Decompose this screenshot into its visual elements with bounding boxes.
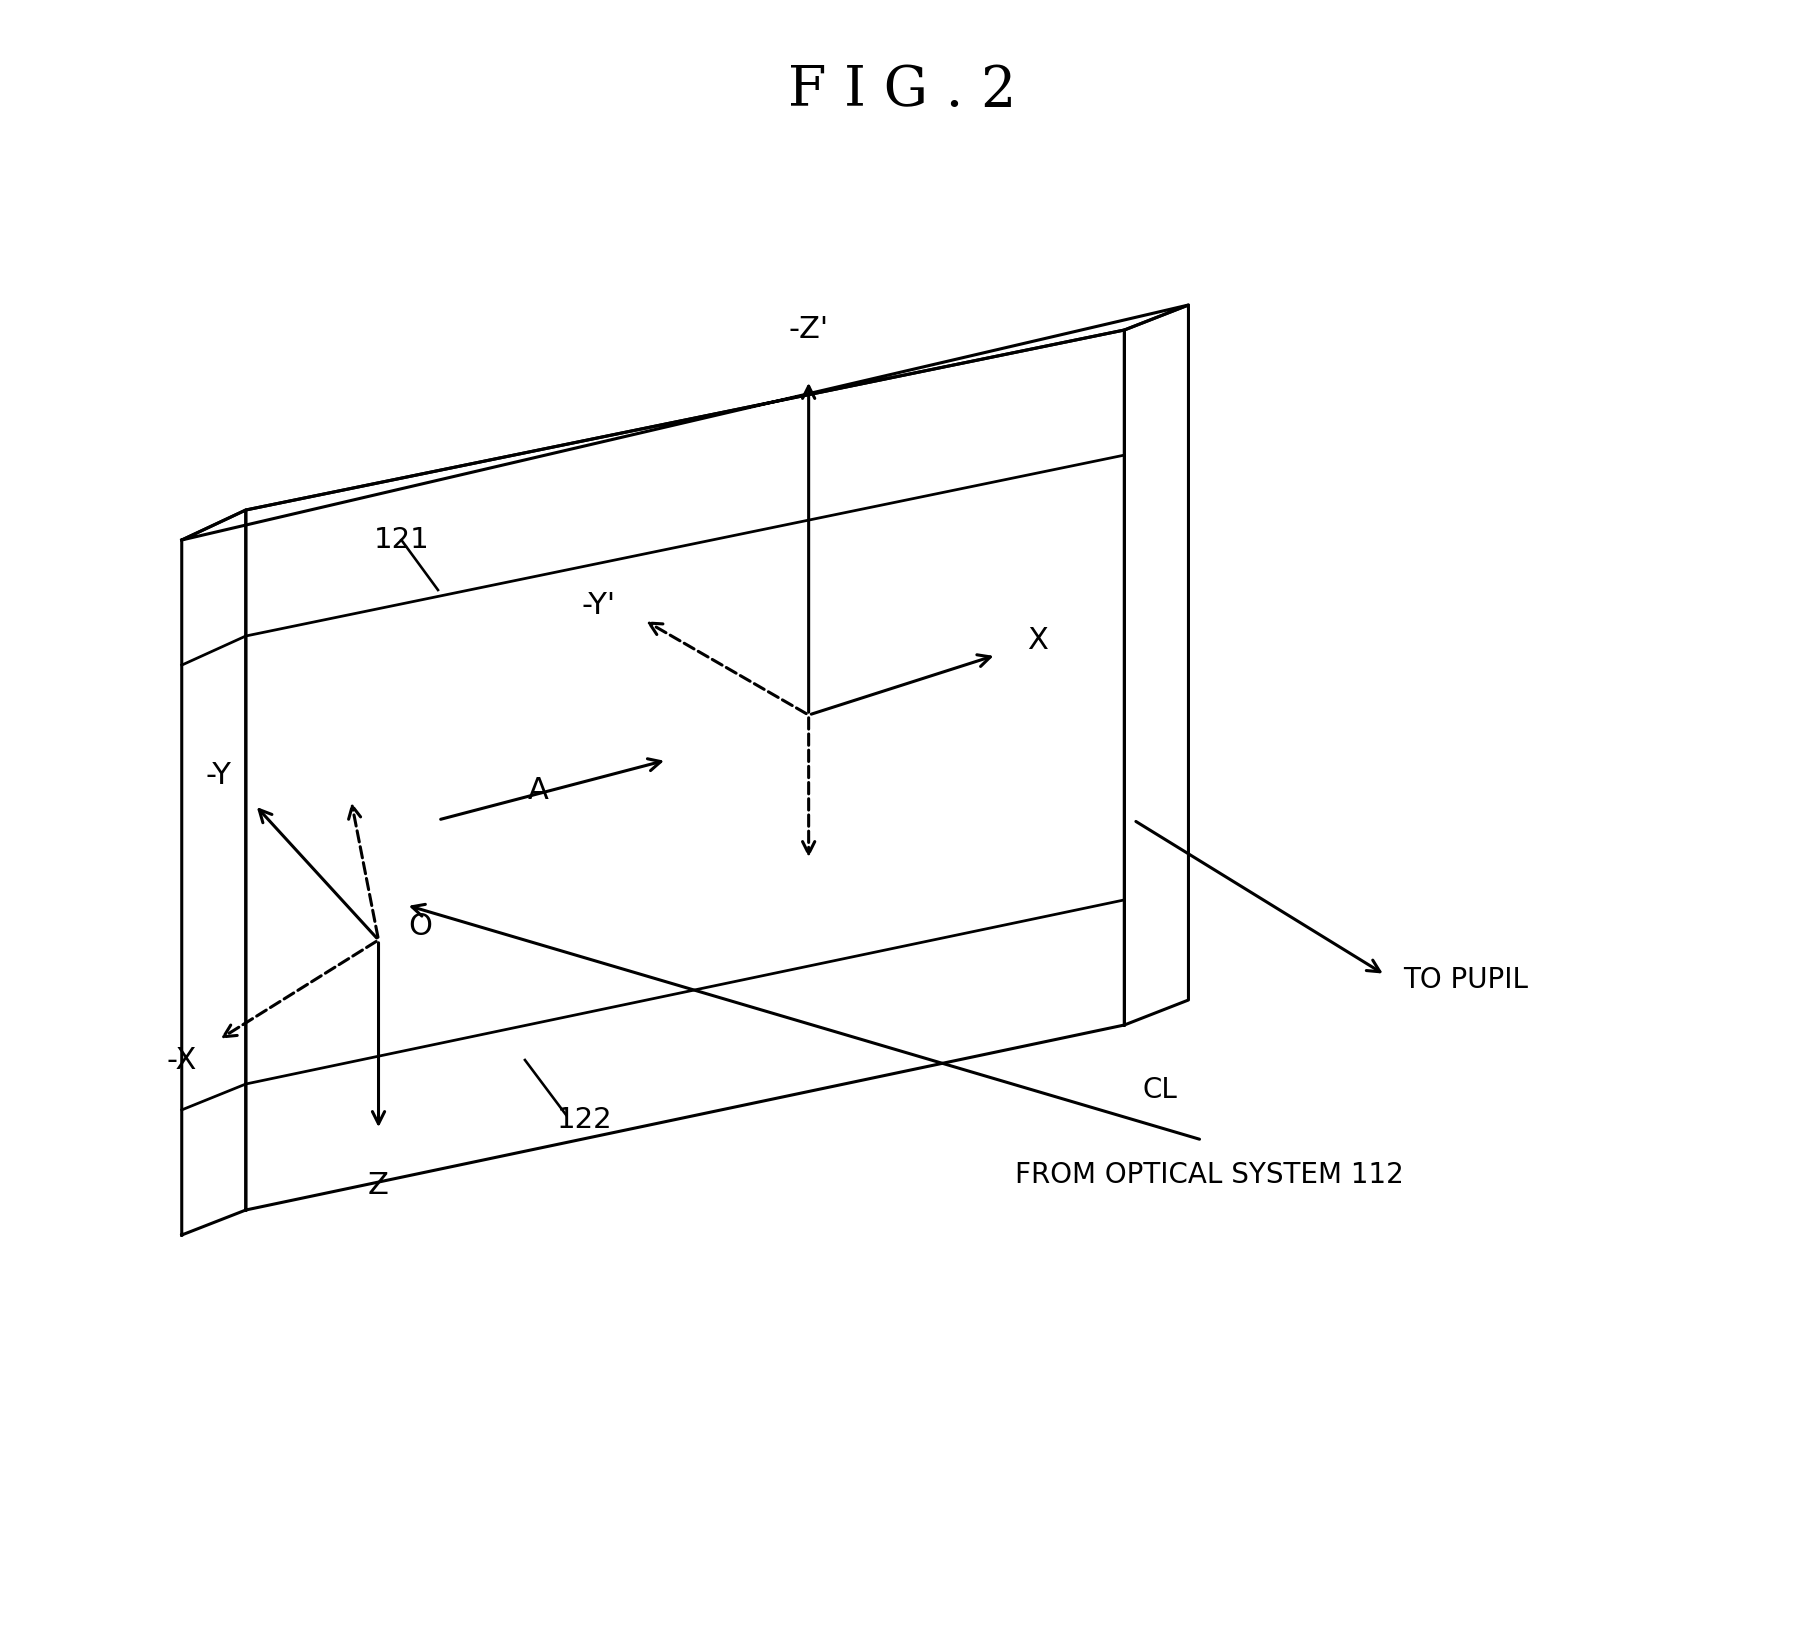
Text: A: A bbox=[529, 776, 548, 804]
Polygon shape bbox=[182, 510, 245, 1235]
Text: 122: 122 bbox=[557, 1106, 612, 1134]
Text: 121: 121 bbox=[373, 527, 429, 555]
Polygon shape bbox=[1124, 305, 1189, 1025]
Polygon shape bbox=[182, 305, 1189, 540]
Text: -Y: -Y bbox=[206, 761, 231, 789]
Text: FROM OPTICAL SYSTEM 112: FROM OPTICAL SYSTEM 112 bbox=[1014, 1161, 1404, 1189]
Text: O: O bbox=[408, 913, 433, 941]
Text: CL: CL bbox=[1142, 1076, 1178, 1105]
Text: Z: Z bbox=[368, 1171, 390, 1200]
Text: X: X bbox=[1026, 626, 1048, 654]
Text: -Y': -Y' bbox=[581, 591, 615, 619]
Text: TO PUPIL: TO PUPIL bbox=[1404, 966, 1528, 994]
Text: F I G . 2: F I G . 2 bbox=[788, 63, 1016, 119]
Polygon shape bbox=[245, 330, 1124, 1210]
Text: -Z': -Z' bbox=[788, 315, 828, 345]
Text: -X: -X bbox=[166, 1045, 197, 1075]
